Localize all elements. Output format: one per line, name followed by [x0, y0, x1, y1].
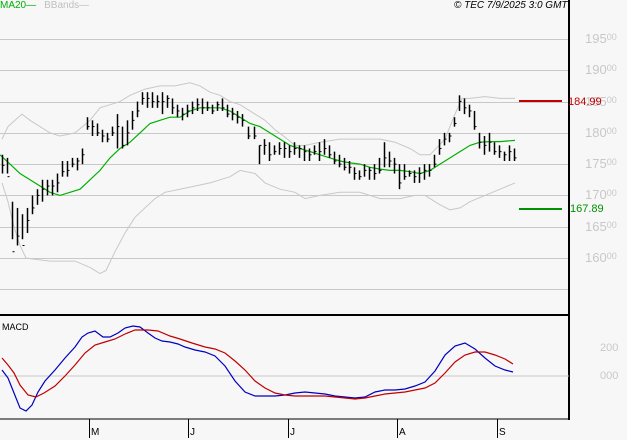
price-bars — [1, 92, 517, 253]
price-axis-label: 19500 — [585, 31, 617, 46]
support-label: 167.89 — [570, 203, 604, 215]
price-axis-label: 18000 — [585, 124, 617, 140]
macd-axis-label-0: 000 — [600, 370, 619, 382]
price-axis-label: 16500 — [585, 218, 617, 234]
legend-ma20: MA20— — [0, 0, 37, 11]
month-label: J — [190, 427, 195, 438]
macd-title: MACD — [2, 322, 29, 332]
price-axis-label: 17000 — [585, 187, 617, 203]
price-axis-label: 17500 — [585, 156, 617, 172]
price-gridlines — [0, 39, 569, 290]
month-label: S — [499, 427, 506, 438]
macd-lines — [1, 325, 514, 412]
legend-bbands: BBands— — [44, 0, 90, 11]
month-label: J — [290, 427, 295, 438]
month-ticks — [89, 419, 498, 438]
price-axis-label: 18500 — [585, 93, 617, 109]
resistance-label: 184.99 — [568, 96, 602, 108]
price-axis-label: 16000 — [585, 250, 617, 265]
macd-axis-label-200: 200 — [600, 342, 619, 354]
month-label: M — [91, 427, 100, 438]
ma20-line — [0, 107, 516, 197]
price-axis-label: 19000 — [585, 62, 617, 78]
bollinger-bands — [1, 82, 516, 275]
legend: MA20— BBands— — [0, 0, 89, 12]
copyright-timestamp: © TEC 7/9/2025 3:0 GMT — [454, 0, 568, 11]
month-label: A — [399, 427, 406, 438]
